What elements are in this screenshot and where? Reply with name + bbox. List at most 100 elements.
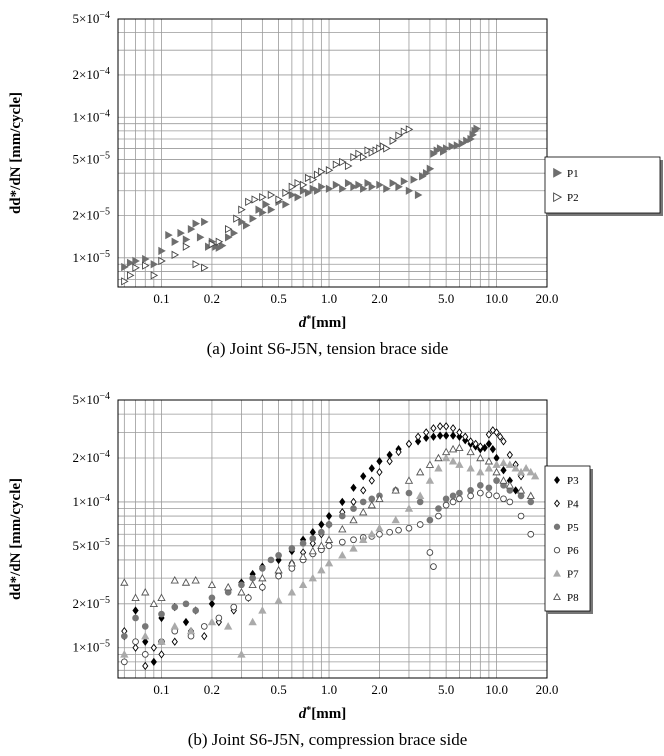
x-tick-label: 5.0 <box>438 291 454 306</box>
data-point-p1 <box>325 184 334 193</box>
data-point-p8 <box>258 573 267 582</box>
data-point-p6 <box>485 491 493 499</box>
data-point-p3 <box>489 445 496 454</box>
data-point-p3 <box>325 511 333 521</box>
data-point-p3 <box>182 617 190 627</box>
data-point-p1 <box>364 178 372 188</box>
data-point-p8 <box>434 453 443 462</box>
data-point-p6 <box>500 495 507 503</box>
data-point-p4 <box>497 432 504 441</box>
data-point-p7 <box>499 458 508 467</box>
data-point-p4 <box>493 428 500 437</box>
data-point-p2 <box>288 182 297 191</box>
data-point-p2 <box>299 180 308 190</box>
data-point-p2 <box>318 167 326 176</box>
data-point-p1 <box>187 224 196 234</box>
data-point-p1 <box>314 186 322 195</box>
data-point-p2 <box>121 277 129 286</box>
data-point-p2 <box>294 178 303 188</box>
data-point-p5 <box>192 607 200 614</box>
data-point-p3 <box>339 497 346 507</box>
x-axis-label-a: d*[mm] <box>299 314 346 332</box>
data-point-p7 <box>448 456 458 465</box>
legend-label-p1: P1 <box>567 168 579 180</box>
y-tick-label: 1×10−5 <box>73 638 110 655</box>
data-point-p3 <box>449 431 457 440</box>
data-point-p4 <box>201 632 208 641</box>
data-point-p8 <box>425 460 435 468</box>
data-point-p1 <box>419 172 427 181</box>
data-point-p1 <box>288 190 297 200</box>
data-point-p8 <box>441 447 451 456</box>
data-points-b <box>120 422 540 671</box>
data-point-p5 <box>158 610 165 618</box>
legend-marker-p1 <box>553 167 563 178</box>
data-point-p2 <box>282 188 290 197</box>
legend-label-p3: P3 <box>567 475 579 487</box>
data-point-p1 <box>249 214 257 223</box>
chart-panel-b: 0.1 0.2 0.5 1.0 2.0 5.0 10.0 20.0 1×10−5 2×10−5 5×… <box>8 391 593 749</box>
data-point-p1 <box>304 188 313 197</box>
data-point-p5 <box>318 528 325 536</box>
data-point-p8 <box>455 443 464 451</box>
y-axis-label-b: dd*/dN [mm/cycle] <box>8 478 24 600</box>
data-point-p4 <box>456 428 463 437</box>
data-point-p7 <box>120 650 129 658</box>
data-point-p6 <box>416 521 424 528</box>
legend-marker-p4 <box>554 499 560 508</box>
data-point-p7 <box>505 460 514 468</box>
data-point-p7 <box>248 617 257 626</box>
data-point-p4 <box>449 424 457 433</box>
data-point-p1 <box>121 262 129 272</box>
data-point-p6 <box>338 538 346 546</box>
data-point-p6 <box>426 549 434 556</box>
data-point-p8 <box>248 580 257 589</box>
x-tick-label: 0.1 <box>153 682 169 697</box>
data-point-p6 <box>395 526 402 534</box>
data-point-p3 <box>414 437 422 446</box>
data-point-p8 <box>349 515 358 524</box>
data-point-p7 <box>511 463 520 472</box>
data-point-p3 <box>208 599 216 608</box>
data-point-p7 <box>324 558 334 567</box>
x-tick-label: 0.2 <box>204 682 220 697</box>
legend-box <box>544 156 661 214</box>
data-point-p5 <box>442 495 450 503</box>
data-point-p2 <box>171 250 180 260</box>
data-point-p2 <box>350 153 358 162</box>
data-point-p6 <box>467 492 474 500</box>
data-point-p4 <box>350 497 357 507</box>
data-point-p7 <box>425 476 435 484</box>
data-point-p7 <box>170 622 179 630</box>
x-tick-label: 0.2 <box>204 291 220 306</box>
data-point-p7 <box>521 463 531 472</box>
caption-a: (a) Joint S6-J5N, tension brace side <box>207 339 449 358</box>
x-axis-label-b: d*[mm] <box>299 705 346 723</box>
data-point-p8 <box>391 486 400 494</box>
data-point-p1 <box>355 180 363 190</box>
ticks-b: 0.1 0.2 0.5 1.0 2.0 5.0 10.0 20.0 1×10−5 2×10−5 5×… <box>73 391 559 698</box>
legend-marker-p7 <box>553 569 561 577</box>
data-point-p4 <box>158 650 165 659</box>
data-point-p5 <box>359 498 367 506</box>
data-point-p5 <box>182 600 190 608</box>
data-point-p7 <box>349 544 358 552</box>
data-point-p6 <box>386 528 393 536</box>
data-point-p1 <box>205 242 213 251</box>
data-point-p1 <box>126 258 135 268</box>
data-point-p4 <box>477 442 484 451</box>
data-point-p4 <box>443 422 450 431</box>
data-point-p5 <box>449 492 457 500</box>
data-point-p6 <box>141 651 149 658</box>
data-point-p7 <box>298 580 308 589</box>
y-tick-label: 1×10−4 <box>73 108 110 125</box>
data-point-p5 <box>493 477 500 484</box>
x-tick-label: 0.1 <box>153 291 169 306</box>
legend-label-p4: P4 <box>567 498 579 510</box>
data-point-p6 <box>215 614 223 622</box>
data-point-p2 <box>245 197 253 207</box>
data-point-p3 <box>360 472 367 481</box>
data-point-p8 <box>516 486 526 494</box>
data-point-p2 <box>126 271 135 280</box>
data-point-p4 <box>430 424 437 433</box>
